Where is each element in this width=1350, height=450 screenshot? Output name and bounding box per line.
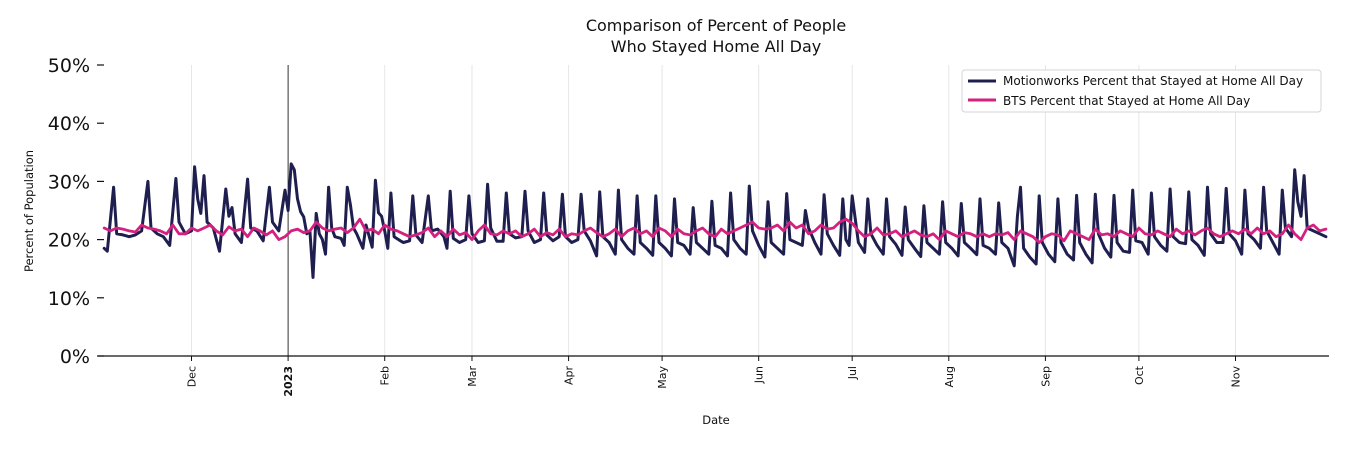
x-tick-label-11: Nov (1230, 366, 1243, 388)
x-tick-label-4: Apr (563, 366, 576, 386)
y-tick-label-5: 50% (48, 55, 90, 77)
y-tick-label-2: 20% (48, 230, 90, 252)
x-tick-label-8: Aug (943, 366, 956, 387)
x-tick-label-6: Jun (753, 366, 766, 384)
y-tick-label-4: 40% (48, 113, 90, 135)
x-tick-label-7: Jul (846, 366, 859, 380)
y-tick-label-0: 0% (60, 346, 90, 368)
series-lines (102, 162, 1328, 279)
x-tick-label-2: Feb (379, 366, 392, 385)
x-tick-label-9: Sep (1039, 366, 1052, 387)
legend-label-motionworks: Motionworks Percent that Stayed at Home … (1003, 74, 1303, 88)
x-tick-label-10: Oct (1133, 365, 1146, 385)
series-line-0 (102, 162, 1328, 279)
x-tick-label-1: 2023 (282, 366, 295, 397)
chart-title-line-2: Who Stayed Home All Day (611, 37, 821, 56)
x-axis-ticks: Dec 2023 Feb Mar Apr May Jun Jul Aug Sep Oct Nov (185, 356, 1243, 397)
legend: Motionworks Percent that Stayed at Home … (961, 69, 1322, 113)
series-line-1 (102, 217, 1328, 244)
x-tick-label-3: Mar (466, 366, 479, 387)
y-tick-label-3: 30% (48, 171, 90, 193)
x-axis-label: Date (702, 413, 730, 427)
x-tick-label-5: May (656, 366, 669, 389)
legend-label-bts: BTS Percent that Stayed at Home All Day (1003, 94, 1250, 108)
legend-box (961, 69, 1322, 113)
y-axis-ticks: 0% 10% 20% 30% 40% 50% (48, 55, 104, 368)
chart-title-line-1: Comparison of Percent of People (586, 16, 846, 35)
y-axis-label: Percent of Population (22, 150, 36, 272)
x-tick-label-0: Dec (185, 366, 198, 387)
y-tick-label-1: 10% (48, 288, 90, 310)
